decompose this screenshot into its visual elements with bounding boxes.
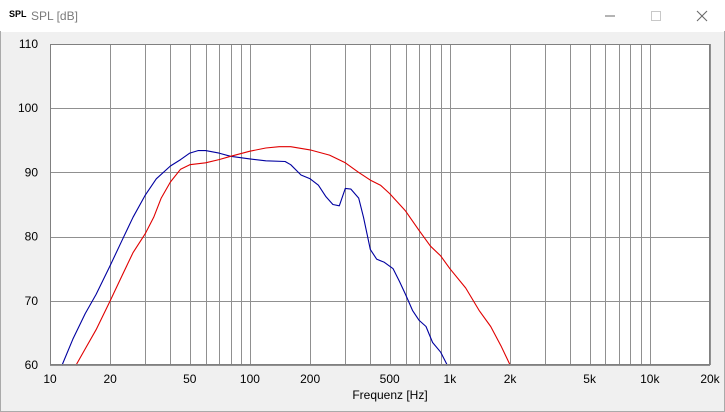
close-icon <box>696 10 708 22</box>
y-tick-label: 110 <box>19 37 38 51</box>
maximize-icon <box>651 11 661 21</box>
window-title: SPL [dB] <box>31 9 78 23</box>
x-tick-label: 50 <box>183 372 197 386</box>
plot-area <box>50 44 710 365</box>
series-line-1 <box>61 150 448 366</box>
series-layer <box>61 146 511 366</box>
app-icon[interactable]: SPL <box>9 9 27 19</box>
title-bar[interactable]: SPL SPL [dB] <box>0 0 725 32</box>
x-axis-label: Frequenz [Hz] <box>352 388 427 402</box>
x-tick-label: 5k <box>583 372 597 386</box>
minimize-icon <box>605 15 615 17</box>
tick-labels: 60 70 80 90 100 110 10 20 50 100 200 500 1k 2k 5k 10k 20… <box>18 37 721 386</box>
series-line-2 <box>75 146 511 366</box>
x-tick-label: 2k <box>504 372 518 386</box>
x-tick-label: 1k <box>444 372 458 386</box>
x-tick-label: 10 <box>43 372 57 386</box>
x-tick-label: 500 <box>380 372 400 386</box>
maximize-button[interactable] <box>633 0 679 32</box>
x-tick-label: 20k <box>700 372 720 386</box>
plot-frame <box>50 44 710 365</box>
x-tick-label: 10k <box>640 372 660 386</box>
y-tick-label: 100 <box>18 101 38 115</box>
close-button[interactable] <box>679 0 725 32</box>
y-tick-label: 80 <box>25 230 39 244</box>
y-tick-label: 90 <box>25 165 39 179</box>
spl-chart: 60 70 80 90 100 110 10 20 50 100 200 500 1k 2k 5k 10k 20… <box>18 37 721 402</box>
x-tick-label: 100 <box>240 372 260 386</box>
y-tick-label: 60 <box>25 358 39 372</box>
y-tick-label: 70 <box>25 294 39 308</box>
minimize-button[interactable] <box>587 0 633 32</box>
x-tick-label: 200 <box>300 372 320 386</box>
x-tick-label: 20 <box>104 372 118 386</box>
